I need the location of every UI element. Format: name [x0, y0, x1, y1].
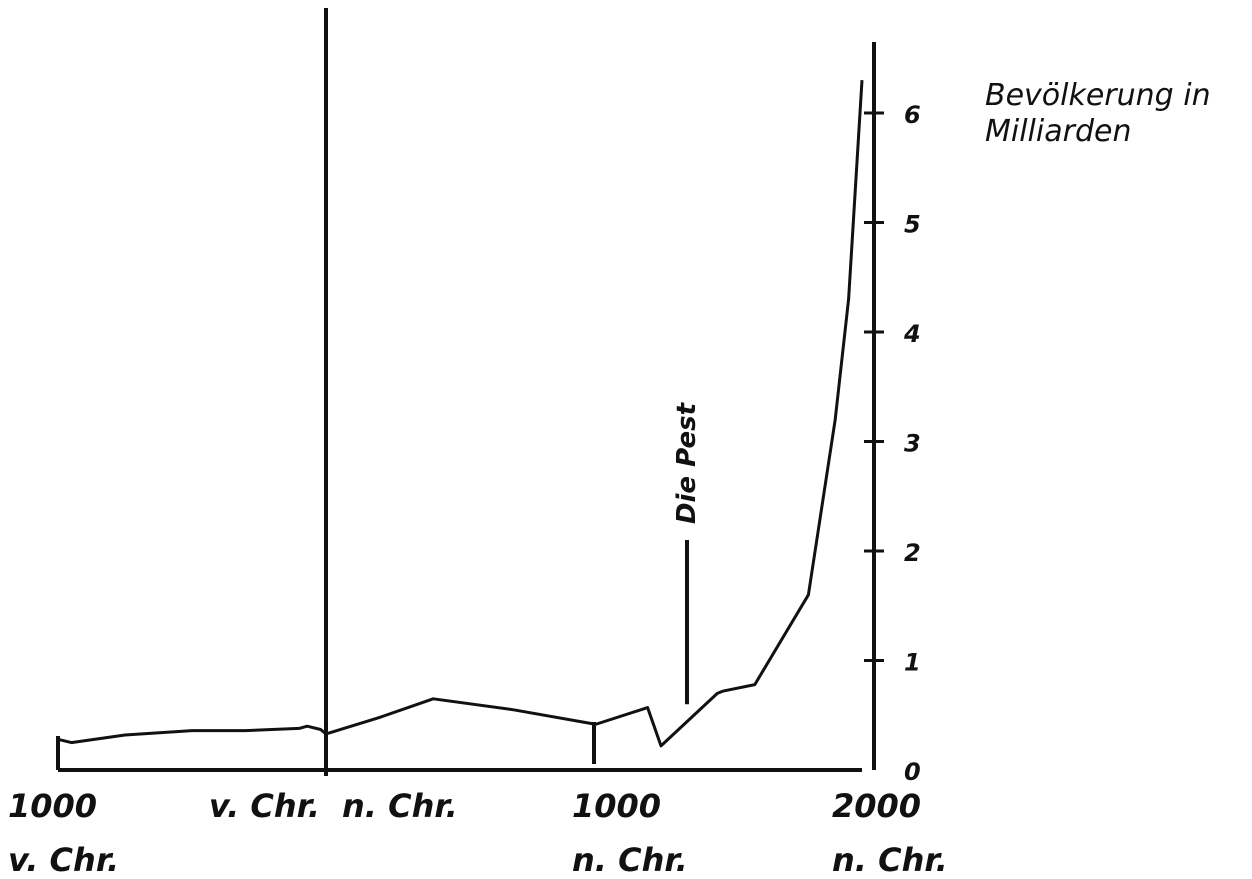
x-tick-label: n. Chr.	[342, 787, 458, 825]
x-tick-label: n. Chr.	[572, 841, 688, 879]
y-tick-label: 4	[903, 320, 921, 348]
y-ticks: 0 1 2 3 4 5 6	[864, 101, 921, 786]
x-tick-label: v. Chr.	[209, 787, 320, 825]
population-line	[56, 80, 864, 770]
x-tick-label: 1000	[8, 787, 97, 825]
x-tick-label: n. Chr.	[832, 841, 948, 879]
chart-axes	[56, 8, 876, 776]
y-tick-label: 2	[904, 539, 921, 567]
x-tick-label: v. Chr.	[8, 841, 119, 879]
y-tick-label: 0	[904, 758, 921, 786]
y-tick-label: 1	[904, 649, 921, 677]
y-tick-label: 5	[904, 211, 921, 239]
y-axis-label-text: Bevölkerung in Milliarden	[985, 78, 1211, 149]
x-tick-labels: 1000 v. Chr. v. Chr. n. Chr. 1000 n. Chr. 2000…	[8, 787, 948, 879]
y-tick-label: 3	[904, 430, 921, 458]
y-axis-label: Bevölkerung in Milliarden	[985, 78, 1245, 150]
annotation-group: Die Pest	[672, 401, 702, 705]
annotation-label: Die Pest	[672, 401, 702, 524]
x-tick-label: 1000	[572, 787, 661, 825]
y-tick-label: 6	[904, 101, 921, 129]
x-tick-label: 2000	[832, 787, 921, 825]
plot-area	[56, 80, 864, 770]
